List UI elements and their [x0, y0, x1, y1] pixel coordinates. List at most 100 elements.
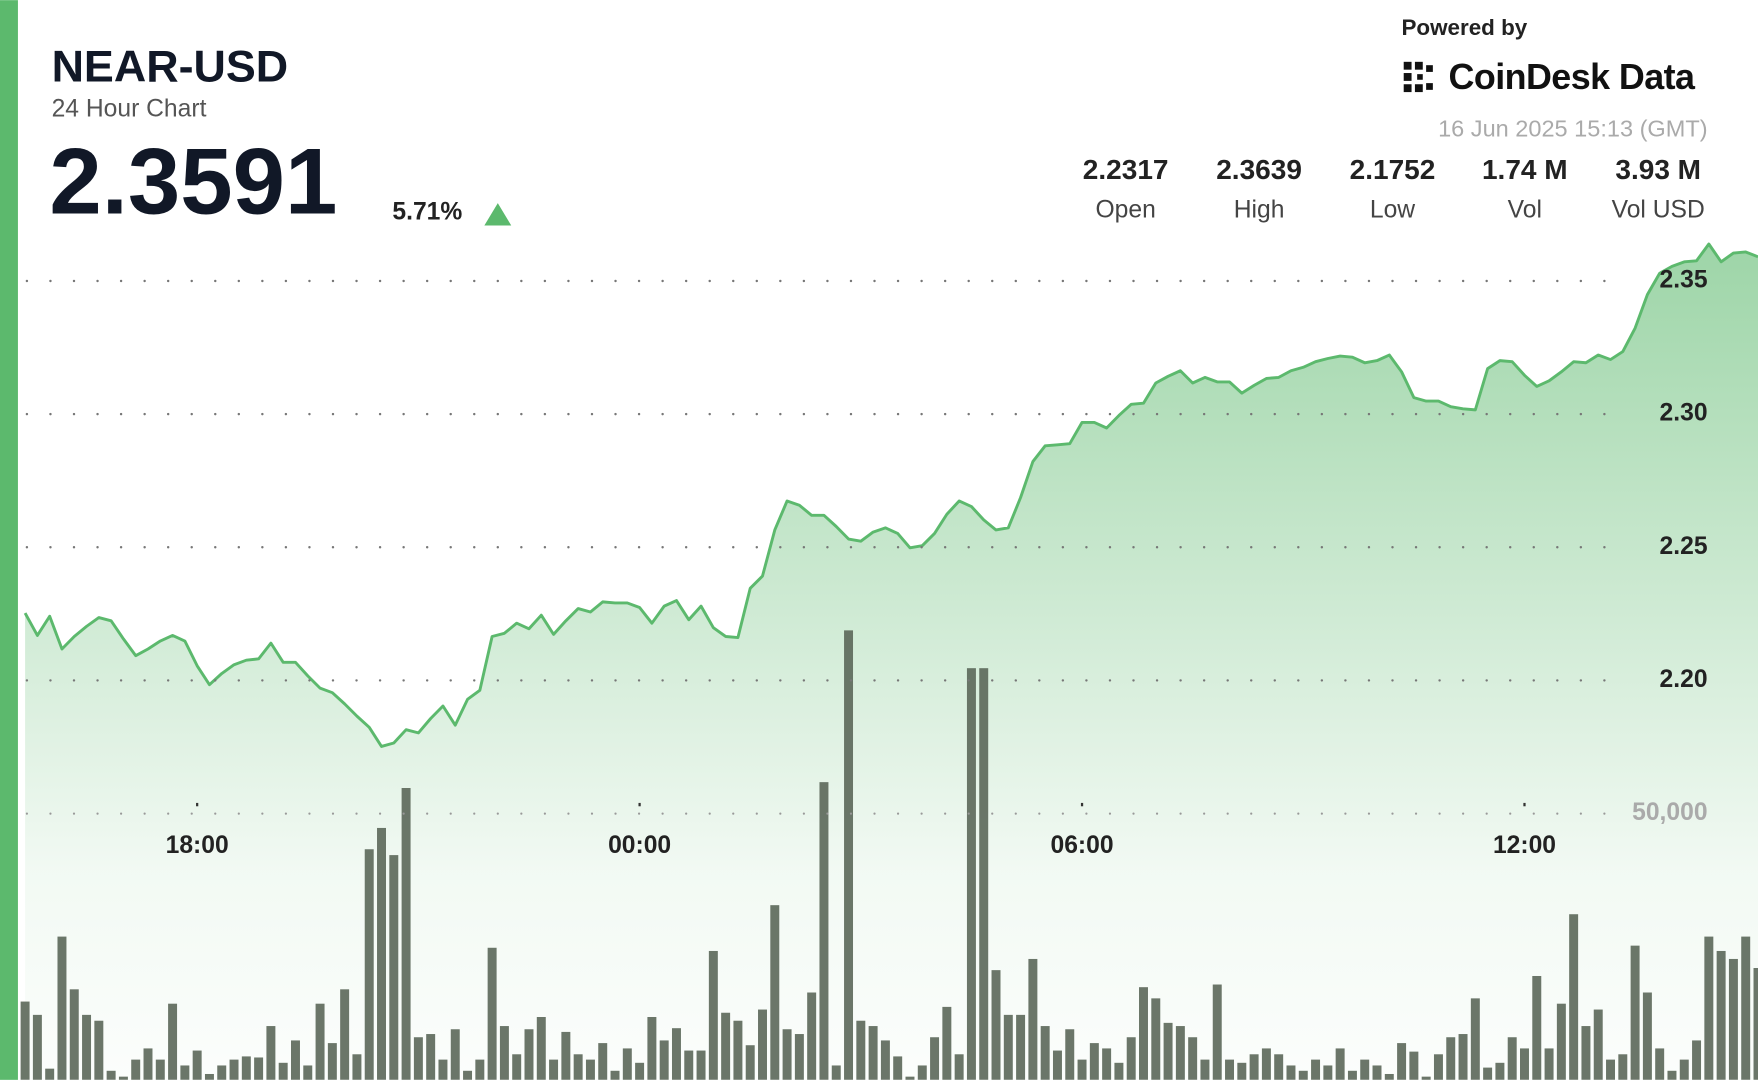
volume-bar — [1728, 958, 1738, 1080]
volume-bar — [106, 1070, 116, 1080]
volume-bar — [1692, 1040, 1702, 1080]
timestamp: 16 Jun 2025 15:13 (GMT) — [1438, 115, 1707, 141]
volume-bar — [57, 936, 67, 1080]
volume-bar — [1040, 1026, 1050, 1080]
volume-bar — [536, 1017, 546, 1080]
volume-bar — [622, 1048, 632, 1080]
volume-bar — [229, 1059, 239, 1080]
brand-name: CoinDesk Data — [1449, 57, 1696, 97]
volume-bar — [1016, 1014, 1026, 1080]
volume-bar — [647, 1017, 657, 1080]
volume-bar — [1704, 936, 1714, 1080]
volume-bar — [905, 1076, 915, 1080]
volume-bar — [1003, 1014, 1013, 1080]
volume-bar — [180, 1065, 190, 1080]
volume-bar — [155, 1059, 165, 1080]
volume-bar — [942, 1006, 952, 1080]
volume-bar — [168, 1003, 178, 1080]
volume-bar — [463, 1070, 473, 1080]
volume-bar — [880, 1040, 890, 1080]
stat-value: 2.1752 — [1350, 154, 1436, 185]
volume-bar — [1581, 1026, 1591, 1080]
volume-bar — [1274, 1054, 1284, 1080]
brand-logo — [1403, 61, 1433, 93]
volume-bar — [696, 1050, 706, 1080]
volume-bar — [1630, 945, 1640, 1080]
chart-title: NEAR-USD — [52, 41, 289, 92]
volume-bar — [585, 1059, 595, 1080]
volume-bar — [401, 788, 411, 1080]
volume-bar — [1446, 1037, 1456, 1080]
volume-bar — [1642, 992, 1652, 1080]
stat-label: High — [1234, 196, 1285, 223]
volume-bar — [561, 1031, 571, 1080]
volume-bar — [1753, 968, 1758, 1080]
volume-bar — [512, 1054, 522, 1080]
volume-bar — [758, 1009, 767, 1080]
volume-bar — [782, 1029, 792, 1080]
volume-bar — [131, 1059, 141, 1080]
volume-bar — [1741, 936, 1751, 1080]
volume-bar — [1188, 1037, 1198, 1080]
volume-bar — [1569, 914, 1579, 1080]
volume-bar — [659, 1040, 669, 1080]
volume-bar — [1298, 1070, 1308, 1080]
volume-bar — [217, 1065, 227, 1080]
volume-bar — [143, 1048, 153, 1080]
x-tick-label: 12:00 — [1493, 832, 1556, 859]
volume-bar — [1470, 998, 1480, 1080]
volume-bar — [1102, 1048, 1112, 1080]
stat-value: 1.74 M — [1482, 154, 1568, 185]
volume-bar — [1052, 1050, 1062, 1080]
volume-bar — [1089, 1043, 1099, 1080]
volume-bar — [45, 1068, 55, 1080]
stat-value: 2.3639 — [1216, 154, 1302, 185]
volume-bar — [1311, 1059, 1321, 1080]
volume-bar — [1323, 1065, 1333, 1080]
volume-bar — [266, 1026, 276, 1080]
stat-value: 3.93 M — [1615, 154, 1701, 185]
stat-label: Vol — [1508, 196, 1542, 223]
volume-bar — [1286, 1065, 1296, 1080]
volume-bar — [1212, 984, 1222, 1080]
volume-bar — [450, 1029, 460, 1080]
volume-bar — [1261, 1048, 1271, 1080]
x-tick-label: 00:00 — [608, 832, 671, 859]
volume-bar — [1372, 1065, 1382, 1080]
volume-bar — [20, 1001, 30, 1080]
volume-bar — [573, 1054, 583, 1080]
volume-bar — [1249, 1054, 1259, 1080]
current-price: 2.3591 — [49, 128, 337, 233]
stat-value: 2.2317 — [1083, 154, 1169, 185]
stats: 2.2317 Open 2.3639 High 2.1752 Low 1.74 M Vol 3.… — [1083, 154, 1705, 223]
volume-bar — [1520, 1048, 1529, 1080]
volume-bar — [893, 1056, 903, 1080]
volume-bar — [290, 1040, 300, 1080]
volume-bar — [1065, 1029, 1075, 1080]
volume-bar — [1495, 1062, 1505, 1080]
volume-bar — [684, 1050, 694, 1080]
volume-bar — [1556, 1003, 1566, 1080]
volume-bar — [1028, 958, 1038, 1080]
volume-bar — [966, 668, 976, 1080]
up-arrow — [484, 203, 512, 226]
volume-bar — [118, 1076, 128, 1080]
volume-bar — [254, 1057, 264, 1080]
volume-bar — [917, 1065, 927, 1080]
volume-bar — [1483, 1067, 1493, 1080]
volume-bar — [1200, 1059, 1210, 1080]
volume-bar — [794, 1034, 804, 1080]
volume-bar — [635, 1062, 645, 1080]
volume-bar — [278, 1062, 288, 1080]
volume-bar — [1397, 1043, 1407, 1080]
volume-bar — [303, 1065, 313, 1080]
volume-bar — [1544, 1048, 1554, 1080]
stat-label: Low — [1370, 196, 1415, 223]
y2-tick-label: 50,000 — [1632, 799, 1707, 826]
volume-bar — [389, 855, 399, 1080]
volume-bar — [807, 992, 817, 1080]
volume-bar — [831, 1065, 841, 1080]
volume-bar — [1347, 1070, 1357, 1080]
plot-area — [20, 242, 1758, 1080]
